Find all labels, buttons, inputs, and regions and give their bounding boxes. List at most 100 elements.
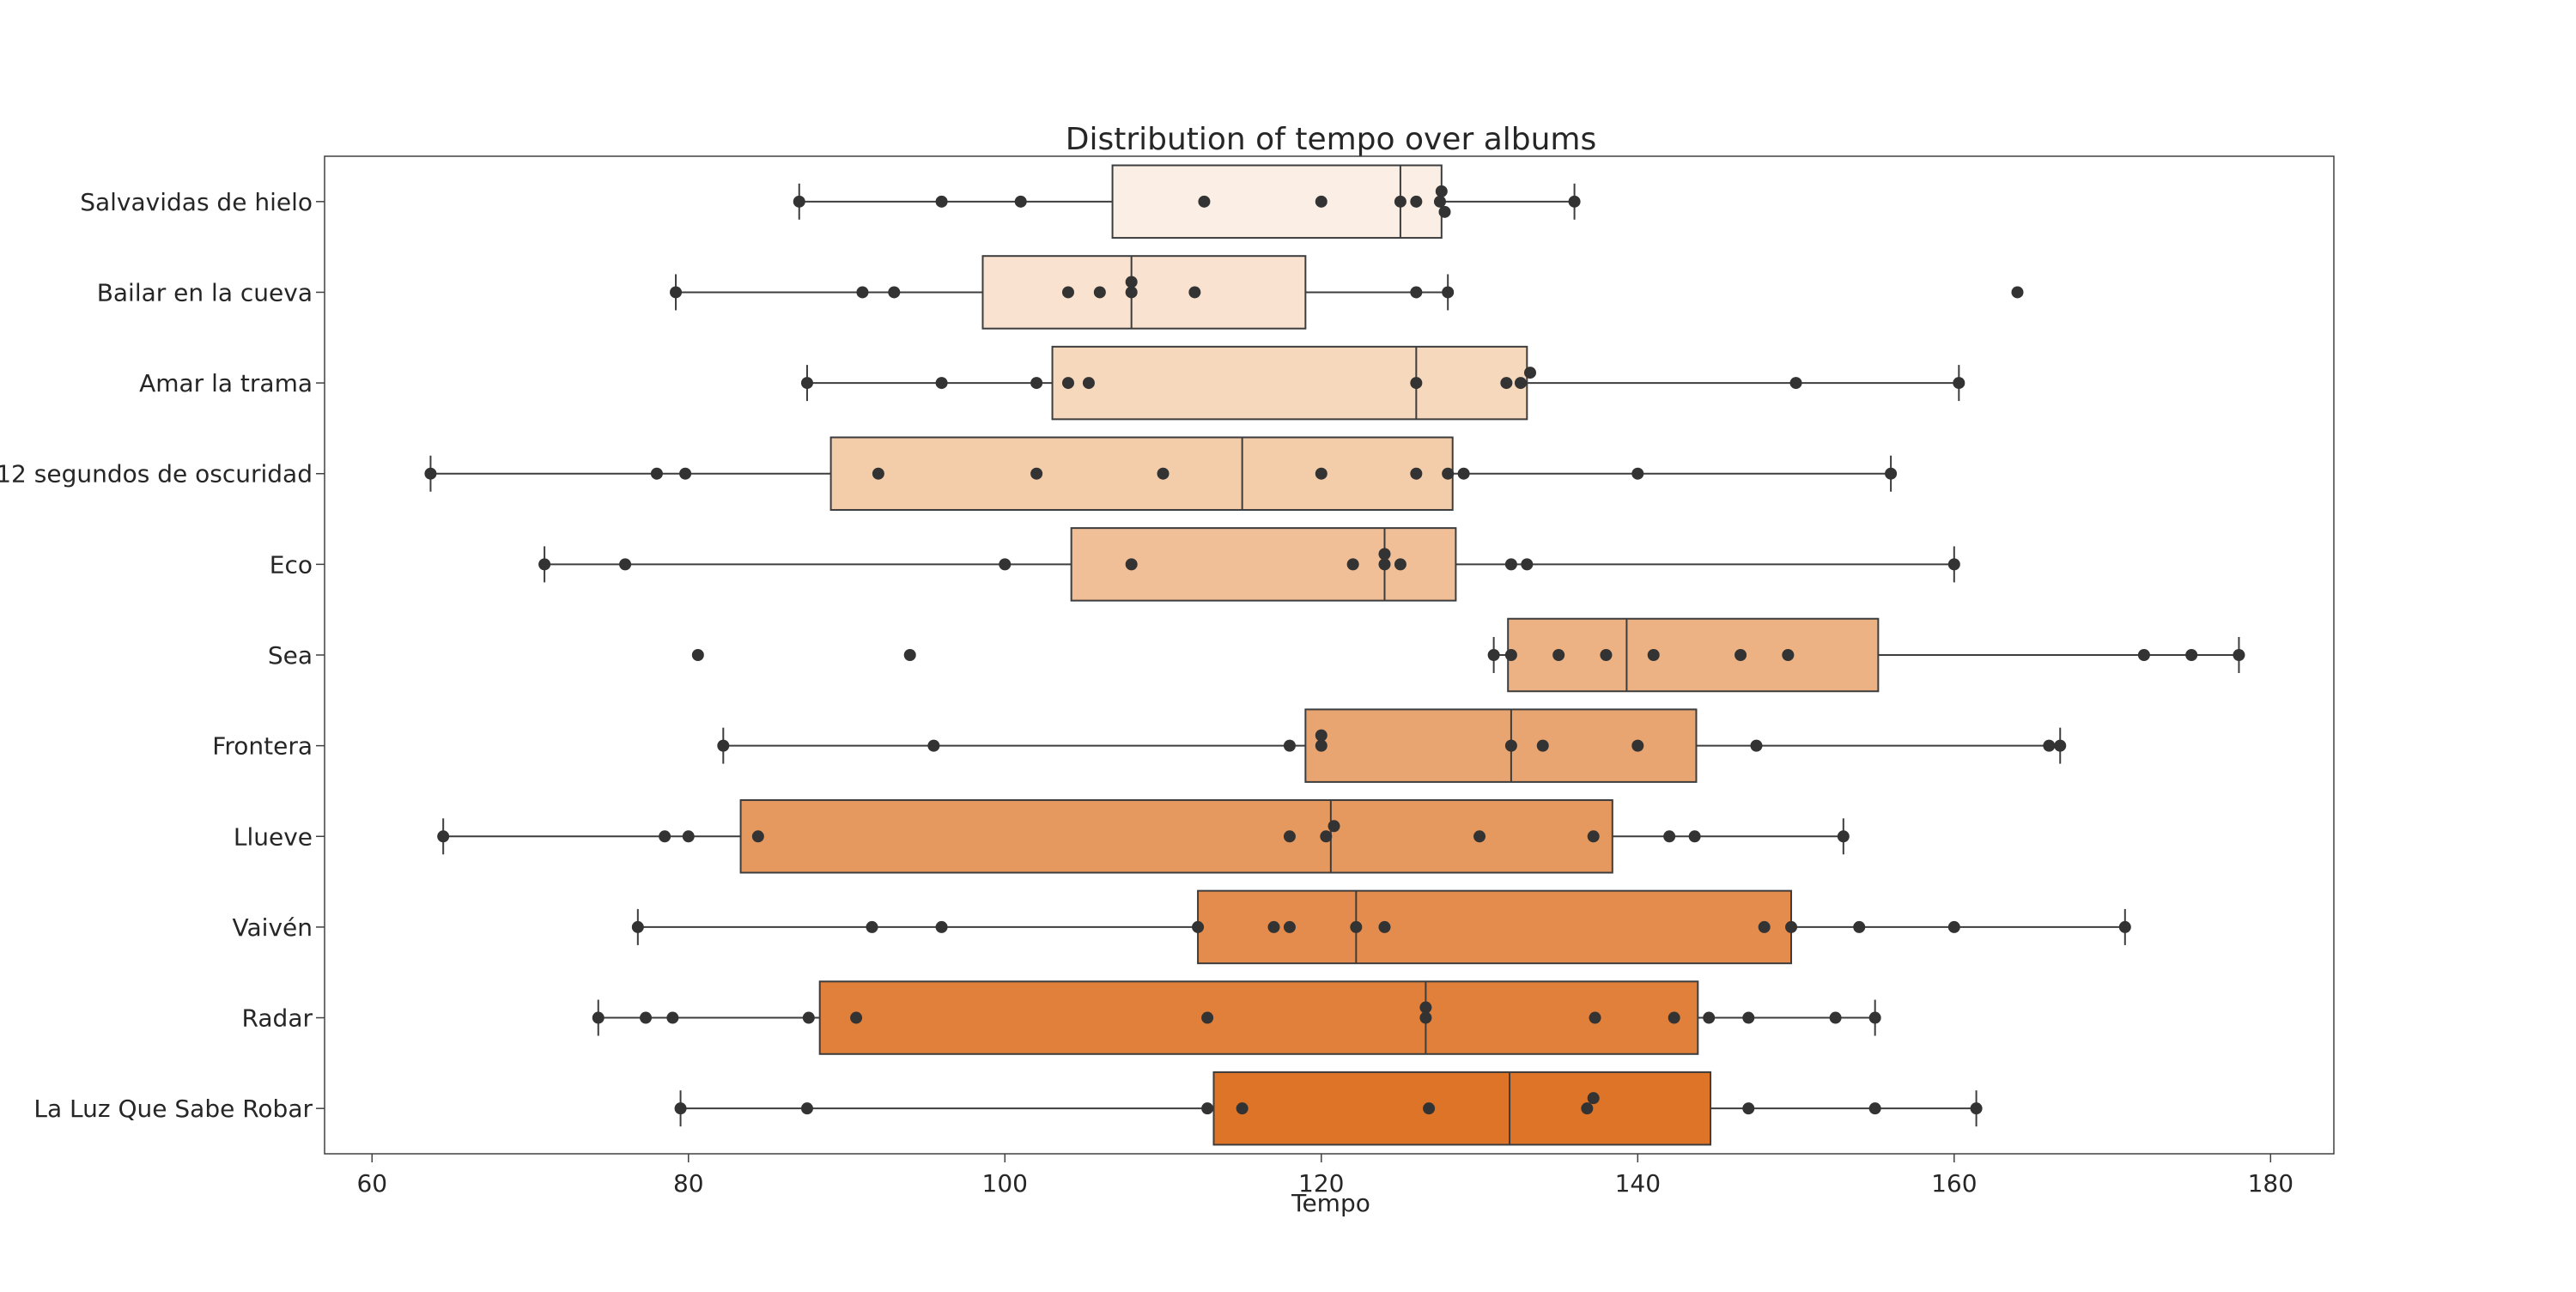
y-tick-label: 12 segundos de oscuridad	[0, 460, 313, 488]
data-point	[1487, 649, 1500, 661]
x-tick-label: 120	[1298, 1169, 1344, 1198]
box-1	[981, 255, 1307, 330]
data-point	[1829, 1011, 1842, 1024]
data-point	[1442, 467, 1455, 480]
data-point	[1853, 920, 1866, 933]
data-point	[1192, 920, 1205, 933]
data-point	[751, 830, 764, 843]
data-point	[1647, 649, 1660, 661]
box-3	[829, 436, 1454, 511]
data-point	[1198, 195, 1211, 208]
data-point	[666, 1011, 679, 1024]
data-point	[1014, 195, 1027, 208]
data-point	[1631, 467, 1644, 480]
data-point	[1030, 467, 1043, 480]
data-point	[1378, 920, 1391, 933]
data-point	[1315, 195, 1327, 208]
data-point	[1125, 276, 1138, 288]
data-point	[1327, 820, 1340, 833]
y-tick-label: Amar la trama	[139, 369, 313, 397]
data-point	[2054, 739, 2067, 752]
data-point	[1953, 377, 1965, 390]
data-point	[1947, 920, 1960, 933]
data-point	[1378, 558, 1391, 571]
data-point	[619, 558, 632, 571]
data-point	[1410, 377, 1423, 390]
data-point	[1735, 649, 1747, 661]
y-tick-label: Vaivén	[233, 913, 313, 942]
x-tick-label: 160	[1931, 1169, 1977, 1198]
data-point	[1394, 558, 1406, 571]
data-point	[800, 377, 813, 390]
data-point	[1587, 830, 1600, 843]
data-point	[437, 830, 450, 843]
data-point	[1061, 377, 1074, 390]
data-point	[1438, 205, 1451, 218]
box-2	[1051, 345, 1528, 421]
data-point	[1785, 920, 1798, 933]
data-point	[1315, 467, 1327, 480]
data-point	[1750, 739, 1763, 752]
data-point	[1346, 558, 1359, 571]
data-point	[1868, 1011, 1881, 1024]
data-point	[793, 195, 805, 208]
data-point	[1758, 920, 1771, 933]
data-point	[1350, 920, 1363, 933]
x-tick-label: 140	[1615, 1169, 1661, 1198]
data-point	[631, 920, 644, 933]
data-point	[1837, 830, 1850, 843]
data-point	[935, 377, 948, 390]
data-point	[1394, 195, 1406, 208]
data-point	[1457, 467, 1470, 480]
data-point	[1442, 286, 1455, 299]
data-point	[1600, 649, 1613, 661]
data-point	[1315, 729, 1327, 742]
data-point	[1782, 649, 1795, 661]
data-point	[1423, 1102, 1436, 1115]
x-tick-label: 60	[356, 1169, 387, 1198]
data-point	[1688, 830, 1701, 843]
x-tick-label: 180	[2248, 1169, 2293, 1198]
data-point	[1581, 1102, 1594, 1115]
data-point	[1631, 739, 1644, 752]
data-point	[1201, 1011, 1214, 1024]
data-point	[1419, 1001, 1432, 1014]
data-point	[1283, 739, 1296, 752]
box-0	[1111, 164, 1443, 240]
plot-area: 60 80 100 120 140 160 180 Salvavidas de hielo Ba…	[0, 164, 2293, 1198]
data-point	[1201, 1102, 1214, 1115]
data-point	[856, 286, 869, 299]
data-point	[1504, 649, 1517, 661]
data-point	[1703, 1011, 1716, 1024]
data-point	[935, 920, 948, 933]
data-point	[1125, 286, 1138, 299]
data-point	[2137, 649, 2150, 661]
data-point	[1514, 377, 1527, 390]
data-point	[682, 830, 695, 843]
data-point	[592, 1011, 605, 1024]
data-point	[1082, 377, 1095, 390]
data-point	[1504, 739, 1517, 752]
data-point	[1970, 1102, 1983, 1115]
data-point	[872, 467, 884, 480]
data-point	[1668, 1011, 1680, 1024]
data-point	[2011, 286, 2024, 299]
data-point	[1589, 1011, 1601, 1024]
data-point	[1093, 286, 1106, 299]
chart-title: Distribution of tempo over albums	[1066, 122, 1597, 157]
data-point	[1742, 1102, 1755, 1115]
data-point	[424, 467, 437, 480]
y-tick-label: Frontera	[212, 732, 313, 761]
data-point	[1320, 830, 1333, 843]
y-tick-label: Salvavidas de hielo	[80, 188, 313, 216]
data-point	[1283, 920, 1296, 933]
data-point	[1587, 1092, 1600, 1105]
data-point	[650, 467, 663, 480]
data-point	[866, 920, 878, 933]
data-point	[935, 195, 948, 208]
data-point	[1315, 739, 1327, 752]
data-point	[1125, 558, 1138, 571]
data-point	[1267, 920, 1280, 933]
box-10	[1212, 1071, 1712, 1146]
data-point	[1536, 739, 1549, 752]
